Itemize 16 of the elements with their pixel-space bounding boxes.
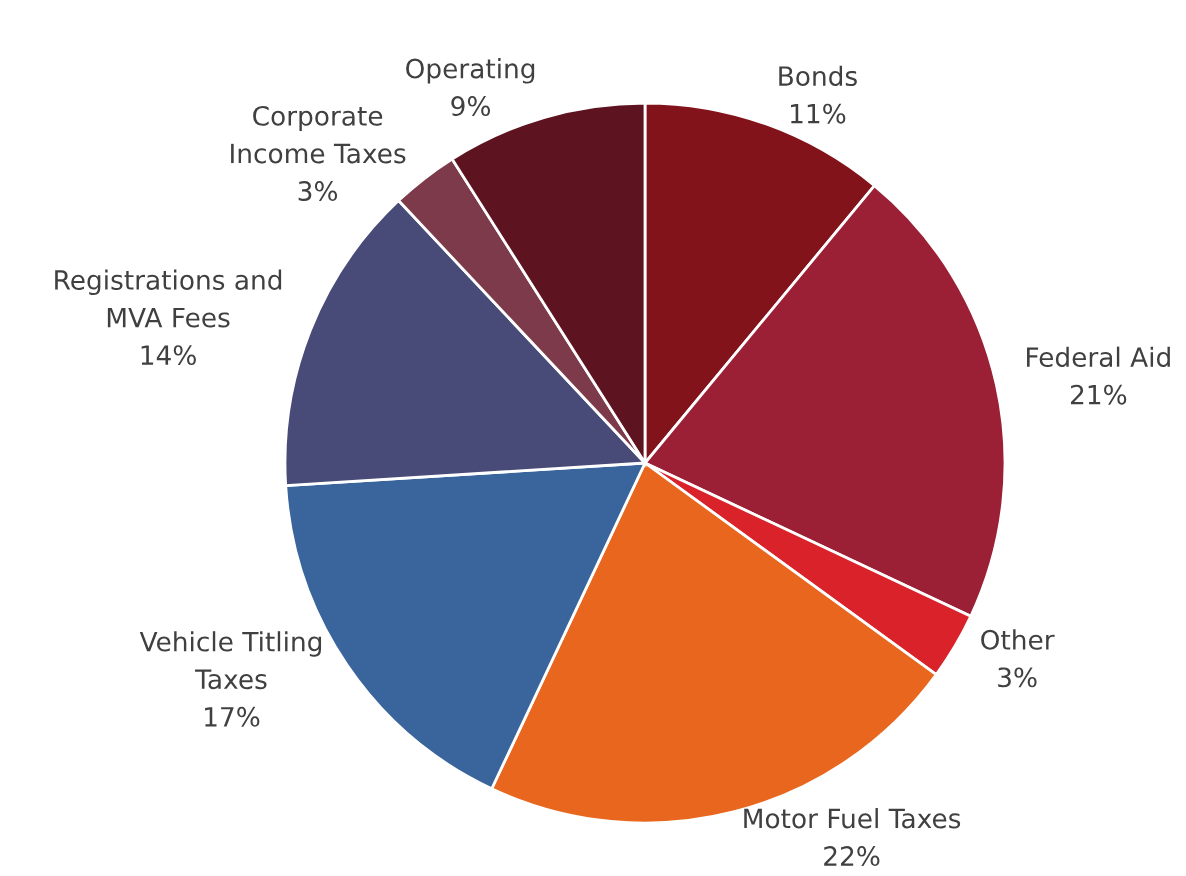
- slice-label: Bonds: [779, 65, 857, 87]
- data-label: 9%: [451, 96, 491, 117]
- slice-label: Motor Fuel Taxes: [744, 808, 961, 829]
- data-label: 3%: [298, 181, 338, 202]
- data-label: 21%: [1070, 384, 1127, 405]
- slice-label: Registrations and MVA Fees: [55, 269, 282, 328]
- data-label: 11%: [791, 103, 846, 124]
- data-label: 3%: [998, 667, 1037, 688]
- slice-label: Federal Aid: [1027, 346, 1170, 368]
- data-label: 22%: [824, 846, 880, 867]
- slice-label: Operating: [406, 58, 535, 84]
- slice-label: Vehicle Titling Taxes: [139, 631, 322, 690]
- slice-label: Other: [981, 629, 1055, 650]
- slice-label: Corporate Income Taxes: [231, 105, 406, 164]
- data-label: 14%: [141, 345, 196, 366]
- data-label: 17%: [205, 706, 260, 727]
